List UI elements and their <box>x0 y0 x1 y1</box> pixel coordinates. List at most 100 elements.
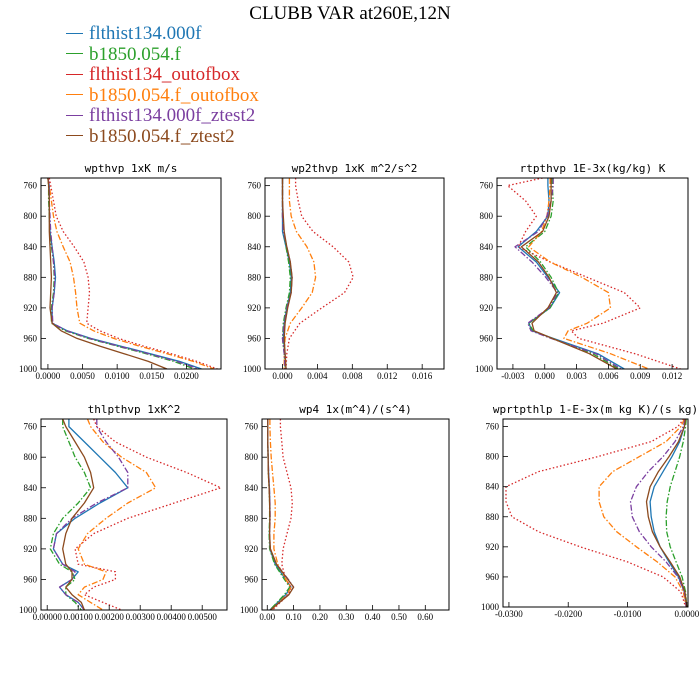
y-tick-label: 920 <box>24 303 38 313</box>
y-tick-label: 840 <box>480 242 494 252</box>
x-tick-label: 0.012 <box>377 371 397 381</box>
series-line <box>48 178 218 369</box>
y-tick-label: 920 <box>480 303 494 313</box>
y-tick-label: 800 <box>24 211 38 221</box>
x-tick-label: 0.0150 <box>139 371 164 381</box>
chart-panel: wpthvp 1xK m/s76080084088092096010000.00… <box>19 162 222 381</box>
series-line <box>52 419 129 610</box>
series-line <box>267 419 295 610</box>
x-tick-label: 0.0050 <box>70 371 95 381</box>
panel-title: rtpthvp 1E-3x(kg/kg) K <box>520 162 666 175</box>
x-tick-label: -0.0200 <box>554 609 582 619</box>
x-tick-label: 0.004 <box>307 371 328 381</box>
y-tick-label: 960 <box>486 572 500 582</box>
y-tick-label: 800 <box>24 452 38 462</box>
legend-label: flthist134_outofbox <box>89 64 240 86</box>
series-line <box>62 419 95 610</box>
series-group <box>281 178 354 369</box>
y-tick-label: 1000 <box>240 605 259 615</box>
legend-swatch <box>66 135 83 137</box>
x-tick-label: -0.003 <box>501 371 525 381</box>
x-tick-label: 0.30 <box>338 612 354 622</box>
series-line <box>47 178 200 369</box>
y-tick-label: 960 <box>248 333 262 343</box>
x-tick-label: 0.00300 <box>126 612 156 622</box>
series-line <box>272 419 293 610</box>
legend-label: b1850.054.f_ztest2 <box>89 125 235 147</box>
chart-panel: wp4 1x(m^4)/(s^4)76080084088092096010000… <box>240 403 450 622</box>
y-tick-label: 760 <box>24 422 38 432</box>
series-line <box>285 178 354 369</box>
series-line <box>47 178 168 369</box>
y-tick-label: 760 <box>245 422 259 432</box>
series-line <box>269 419 292 610</box>
legend: flthist134.000f b1850.054.f flthist134_o… <box>66 24 259 147</box>
legend-swatch <box>66 32 83 34</box>
y-tick-label: 800 <box>248 211 262 221</box>
y-tick-label: 760 <box>24 181 38 191</box>
series-line <box>281 178 293 369</box>
y-tick-label: 920 <box>486 542 500 552</box>
series-line <box>506 178 681 369</box>
series-line <box>49 419 92 610</box>
x-tick-label: 0.00400 <box>157 612 187 622</box>
x-tick-label: 0.016 <box>412 371 433 381</box>
y-tick-label: 1000 <box>243 364 262 374</box>
series-group <box>505 419 688 607</box>
x-tick-label: 0.0000 <box>36 371 61 381</box>
legend-item: b1850.054.f_ztest2 <box>66 125 259 148</box>
y-tick-label: 760 <box>248 181 262 191</box>
x-tick-label: 0.40 <box>365 612 381 622</box>
y-tick-label: 1000 <box>481 602 500 612</box>
y-tick-label: 960 <box>24 574 38 584</box>
y-tick-label: 880 <box>24 513 38 523</box>
y-tick-label: 840 <box>486 482 500 492</box>
legend-item: b1850.054.f_outofbox <box>66 84 259 107</box>
series-line <box>528 178 649 369</box>
x-tick-label: 0.00100 <box>64 612 94 622</box>
plot-frame <box>264 177 445 370</box>
panel-title: thlpthvp 1xK^2 <box>88 403 181 416</box>
legend-swatch <box>66 114 83 116</box>
y-tick-label: 880 <box>24 272 38 282</box>
y-tick-label: 760 <box>486 422 500 432</box>
panel-title: wpthvp 1xK m/s <box>85 162 178 175</box>
y-tick-label: 880 <box>486 512 500 522</box>
legend-label: flthist134.000f_ztest2 <box>89 105 256 127</box>
series-line <box>74 419 222 610</box>
figure-title: CLUBB VAR at260E,12N <box>249 3 451 24</box>
chart-panel: wprtpthlp 1-E-3x(m kg K)/(s kg) 760 800 840… <box>481 403 700 619</box>
y-tick-label: 840 <box>248 242 262 252</box>
legend-label: b1850.054.f_outofbox <box>89 84 259 106</box>
legend-label: flthist134.000f <box>89 23 202 45</box>
legend-label: b1850.054.f <box>89 43 181 65</box>
series-line <box>47 178 215 369</box>
panel-title: wp2thvp 1xK m^2/s^2 <box>292 162 418 175</box>
series-line <box>514 178 622 369</box>
plot-frame <box>40 177 222 370</box>
x-tick-label: 0.000 <box>272 371 293 381</box>
series-line <box>52 419 129 610</box>
plot-frame <box>40 418 228 611</box>
series-line <box>649 419 687 607</box>
x-tick-label: 0.0000 <box>674 609 699 619</box>
series-line <box>645 419 688 607</box>
x-tick-label: 0.20 <box>312 612 328 622</box>
series-line <box>47 178 195 369</box>
y-tick-label: 800 <box>245 452 259 462</box>
chart-panel: rtpthvp 1E-3x(kg/kg) K 760 800 840 880 920 960… <box>475 162 689 381</box>
series-line <box>629 419 687 607</box>
plot-frame <box>261 418 450 611</box>
x-tick-label: 0.00200 <box>95 612 125 622</box>
x-tick-label: 0.00500 <box>188 612 218 622</box>
y-tick-label: 840 <box>24 483 38 493</box>
x-tick-label: -0.0300 <box>495 609 523 619</box>
y-tick-label: 800 <box>480 211 494 221</box>
legend-swatch <box>66 53 83 55</box>
y-tick-label: 920 <box>245 544 259 554</box>
x-tick-label: 0.003 <box>566 371 587 381</box>
y-tick-label: 920 <box>24 544 38 554</box>
y-tick-label: 920 <box>248 303 262 313</box>
y-tick-label: 1000 <box>19 364 38 374</box>
